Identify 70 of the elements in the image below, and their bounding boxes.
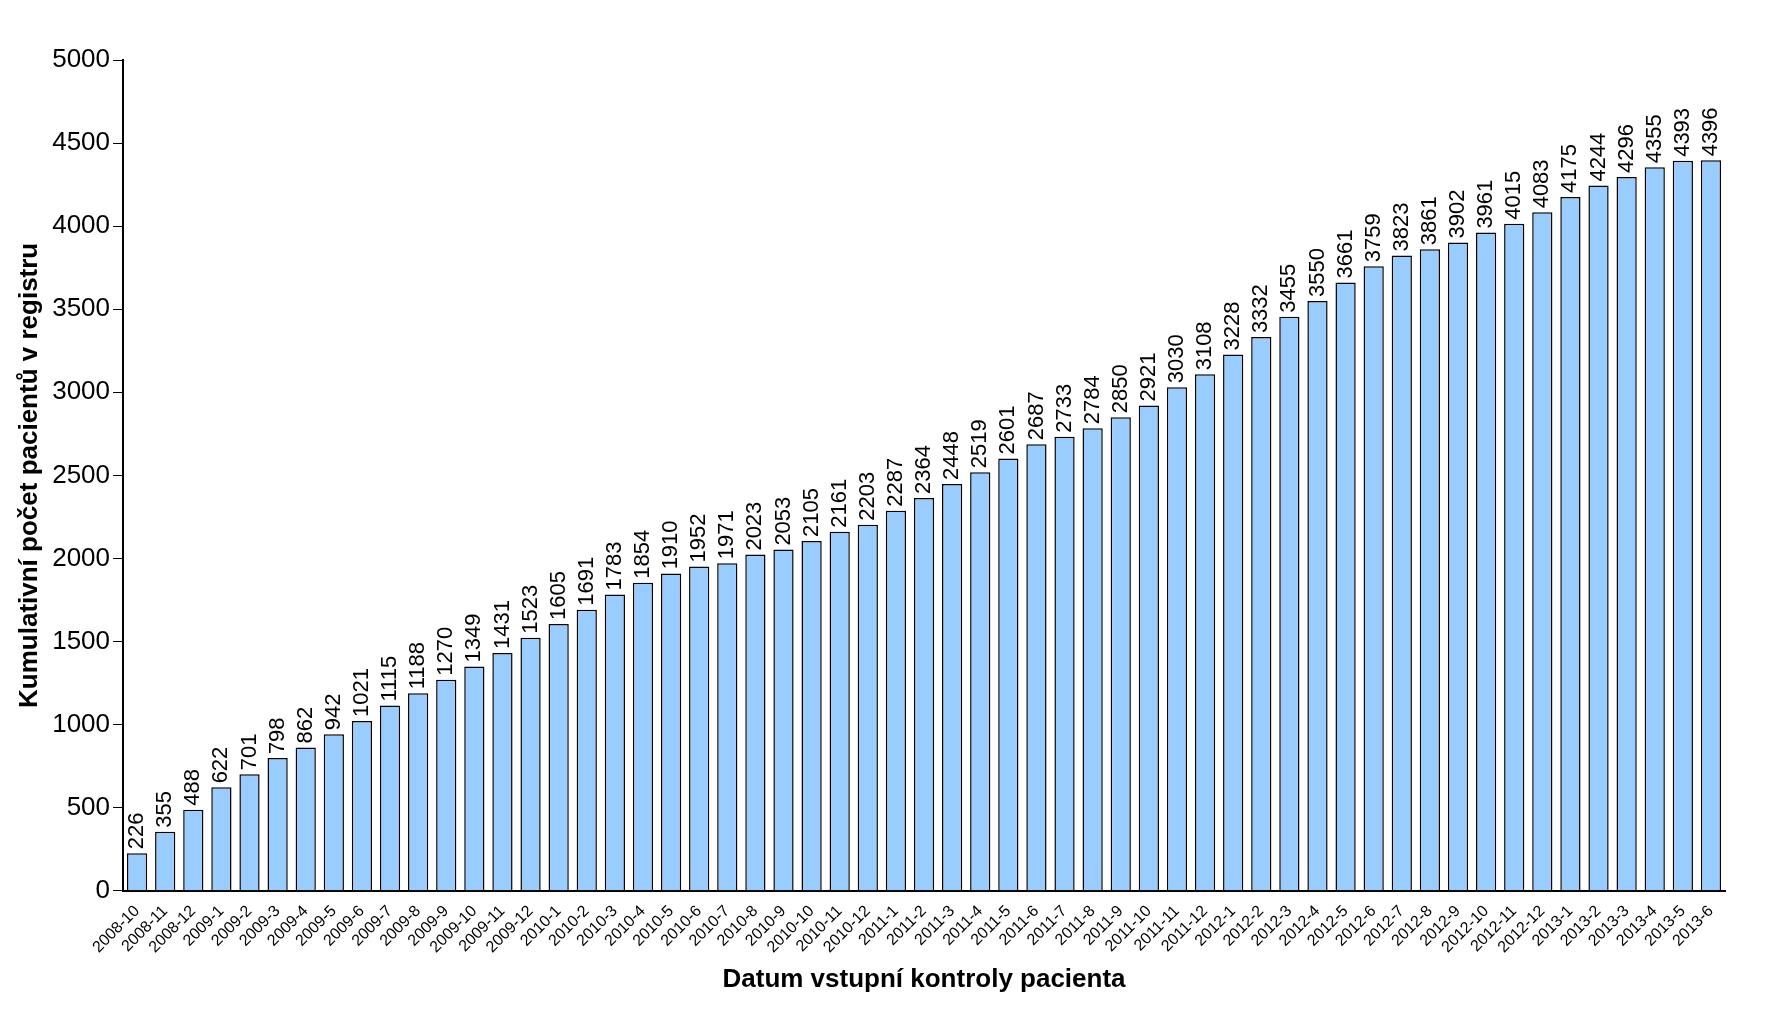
data-label: 3961 bbox=[1472, 179, 1498, 229]
data-label: 1783 bbox=[600, 541, 626, 591]
data-label: 4396 bbox=[1697, 107, 1723, 157]
data-label: 3661 bbox=[1331, 229, 1357, 279]
data-label: 2053 bbox=[769, 496, 795, 546]
data-label: 226 bbox=[123, 812, 149, 850]
data-label: 798 bbox=[263, 717, 289, 755]
data-label: 1431 bbox=[488, 600, 514, 649]
data-label: 3550 bbox=[1303, 247, 1329, 297]
y-tick-label: 2000 bbox=[52, 541, 111, 572]
data-label: 1349 bbox=[460, 613, 486, 663]
y-tick-label: 3000 bbox=[52, 375, 111, 406]
y-tick-label: 4500 bbox=[52, 126, 111, 157]
data-label: 2203 bbox=[853, 471, 879, 521]
data-label: 862 bbox=[291, 706, 317, 744]
data-label: 2448 bbox=[938, 431, 964, 480]
data-label: 4355 bbox=[1640, 114, 1666, 164]
data-label: 4175 bbox=[1556, 144, 1582, 194]
data-label: 4393 bbox=[1668, 107, 1694, 157]
data-label: 1605 bbox=[544, 571, 570, 621]
data-label: 4244 bbox=[1584, 132, 1610, 182]
data-label: 3861 bbox=[1415, 196, 1441, 246]
y-axis-title: Kumulativní počet pacientů v registru bbox=[12, 242, 43, 708]
data-label: 1115 bbox=[376, 655, 402, 702]
data-label: 3902 bbox=[1444, 189, 1470, 239]
data-label: 3455 bbox=[1275, 263, 1301, 313]
y-tick-label: 4000 bbox=[52, 209, 111, 240]
data-label: 2364 bbox=[910, 444, 936, 494]
data-label: 1523 bbox=[516, 584, 542, 634]
data-label: 3332 bbox=[1247, 284, 1273, 334]
data-label: 2287 bbox=[881, 457, 907, 507]
data-label: 1270 bbox=[432, 626, 458, 676]
data-label: 4296 bbox=[1612, 124, 1638, 173]
data-label: 1910 bbox=[657, 520, 683, 570]
data-label: 1952 bbox=[685, 513, 711, 563]
data-label: 1021 bbox=[347, 668, 373, 718]
data-label: 2105 bbox=[797, 488, 823, 537]
data-label: 2687 bbox=[1022, 391, 1048, 441]
data-label: 2161 bbox=[825, 478, 851, 528]
data-label: 701 bbox=[235, 733, 261, 771]
data-label: 1971 bbox=[713, 510, 739, 560]
data-label: 622 bbox=[207, 746, 233, 784]
y-tick-label: 5000 bbox=[52, 43, 111, 74]
data-label: 2850 bbox=[1106, 364, 1132, 414]
data-label: 3030 bbox=[1163, 334, 1189, 384]
data-label: 3823 bbox=[1387, 202, 1413, 252]
y-tick-label: 0 bbox=[95, 873, 111, 904]
x-axis-title: Datum vstupní kontroly pacienta bbox=[722, 962, 1127, 993]
data-label: 3108 bbox=[1191, 321, 1217, 371]
data-label: 1691 bbox=[572, 556, 598, 606]
data-label: 942 bbox=[319, 693, 345, 731]
data-label: 4083 bbox=[1528, 159, 1554, 209]
data-label: 1854 bbox=[629, 529, 655, 579]
data-label: 2921 bbox=[1134, 352, 1160, 402]
data-label: 1188 bbox=[404, 642, 430, 690]
data-label: 488 bbox=[179, 768, 205, 806]
data-label: 2784 bbox=[1078, 375, 1104, 425]
data-label: 2733 bbox=[1050, 383, 1076, 433]
data-label: 2601 bbox=[994, 405, 1020, 455]
y-tick-label: 3500 bbox=[52, 292, 111, 323]
y-tick-label: 1000 bbox=[52, 707, 111, 738]
data-label: 2023 bbox=[741, 501, 767, 551]
data-label: 4015 bbox=[1500, 170, 1526, 220]
data-label: 2519 bbox=[966, 419, 992, 469]
y-tick-label: 500 bbox=[66, 790, 111, 821]
y-tick-label: 2500 bbox=[52, 458, 111, 489]
y-tick-label: 1500 bbox=[52, 624, 111, 655]
data-label: 3759 bbox=[1359, 213, 1385, 263]
data-label: 355 bbox=[151, 791, 177, 828]
data-label: 3228 bbox=[1219, 301, 1245, 351]
